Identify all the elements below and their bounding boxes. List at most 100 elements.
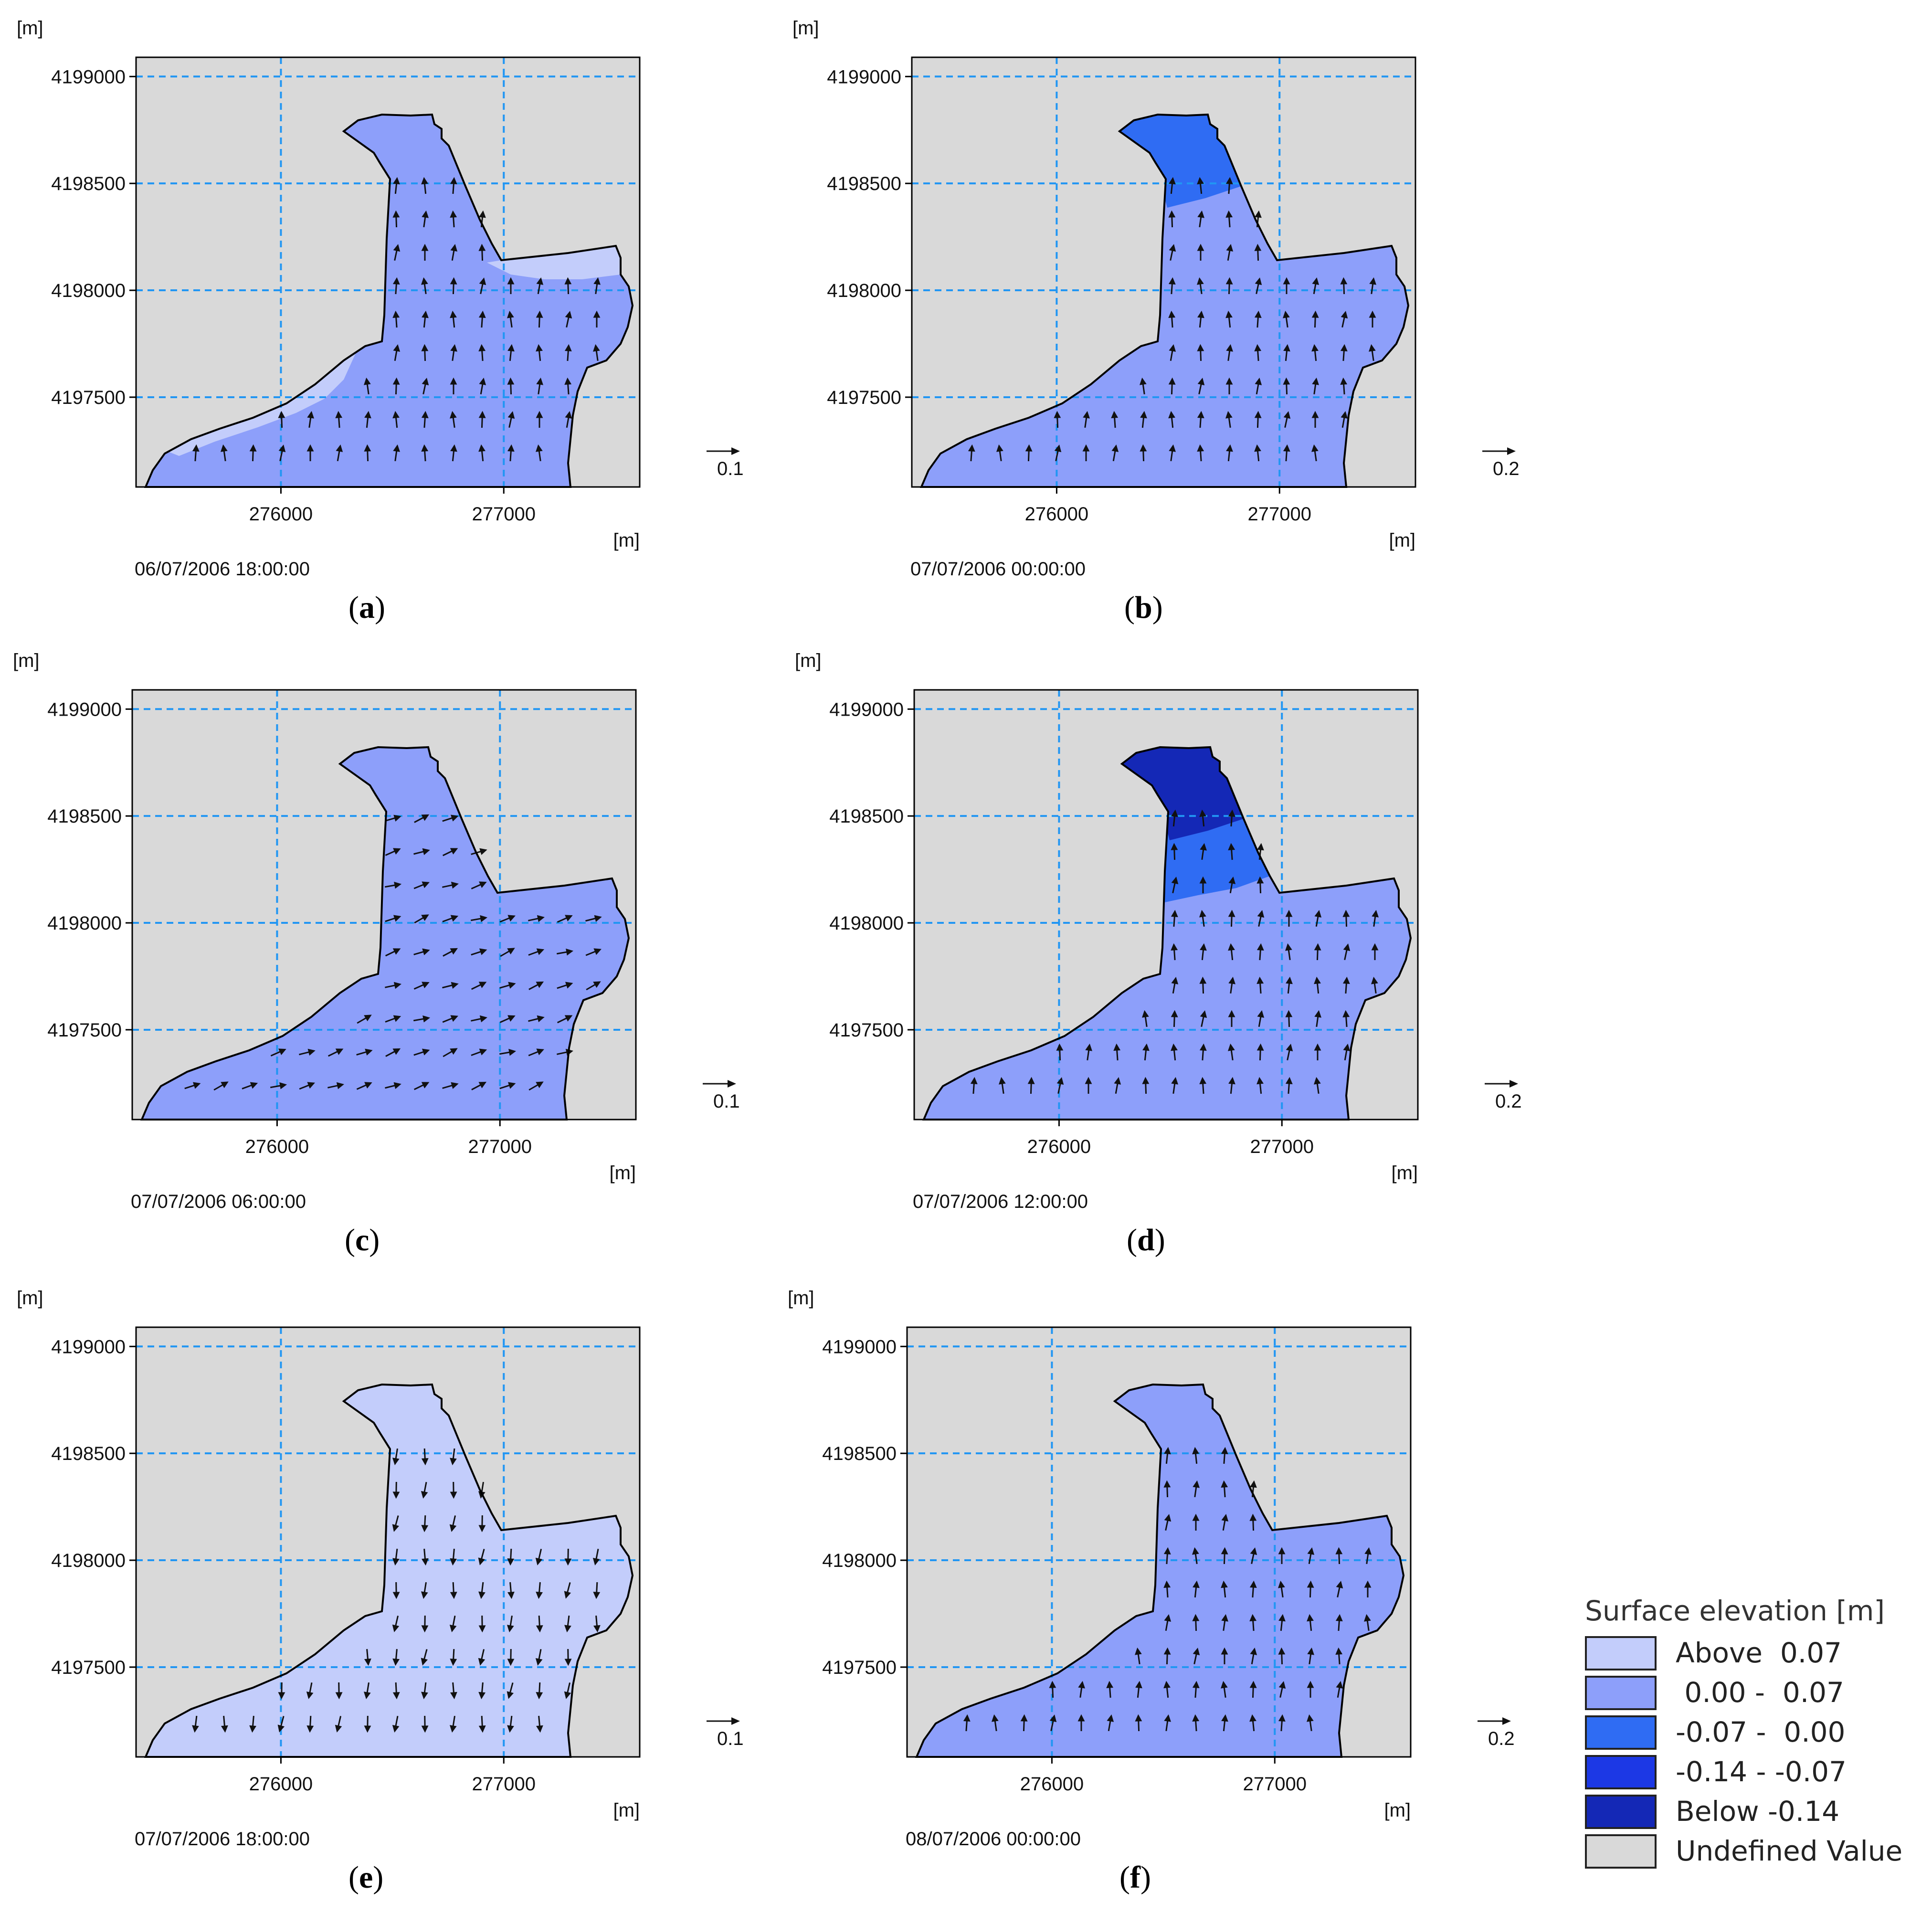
current-arrow-head [1221,1647,1228,1655]
legend-entry: -0.14 - -0.07 [1585,1753,1929,1792]
current-arrow-head [594,915,602,922]
current-arrow-head [450,1558,457,1566]
current-arrow-head [449,1524,457,1532]
timestamp: 07/07/2006 06:00:00 [131,1191,306,1212]
current-arrow-head [1278,1681,1286,1689]
plot-svg: 4199000 4198500 4198000 4197500 276000 277000… [17,18,744,551]
current-arrow-head [478,1658,486,1666]
chart-panel-e: 4199000 4198500 4198000 4197500 276000 277000… [10,1279,769,1910]
current-arrow-head [593,1625,601,1633]
current-arrow-head [1140,377,1147,385]
current-arrow-head [392,1592,400,1599]
current-arrow-head [221,444,228,452]
current-arrow-head [536,277,544,285]
current-arrow-head [365,1048,373,1056]
current-arrow-head [450,177,457,185]
current-arrow-head [1140,444,1147,452]
current-arrow-head [421,411,429,419]
y-tick-label: 4199000 [47,699,122,720]
current-vectors [970,809,1379,1094]
plot-svg: 4199000 4198500 4198000 4197500 276000 277000… [17,1288,744,1821]
current-arrow-head [279,1082,287,1089]
legend-swatch [1585,1715,1657,1750]
current-arrow-head [335,411,343,419]
current-arrow-head [1336,1681,1343,1689]
current-arrow-head [1314,1043,1321,1051]
current-arrow-head [392,1491,400,1499]
current-arrow-head [1135,1681,1142,1689]
y-tick-label: 4199000 [51,1336,126,1357]
current-arrow-head [1314,943,1321,951]
current-arrow-head [307,1048,316,1056]
current-arrow-head [1197,411,1204,419]
current-arrow-head [507,948,515,955]
y-axis-unit: [m] [17,1288,43,1309]
current-arrow-head [478,982,487,988]
current-arrow-head [564,377,572,385]
current-arrow-head [278,411,285,418]
y-axis-unit: [m] [17,18,43,39]
current-arrow-head [1197,243,1204,251]
current-arrow-head [393,915,401,922]
current-arrow-head [507,411,515,419]
legend-label: Below -0.14 [1676,1795,1840,1828]
plot-svg: 4199000 4198500 4198000 4197500 276000 277000… [13,650,740,1184]
current-arrow-head [1171,976,1179,984]
current-arrow-head [963,1714,971,1722]
current-arrow-head [1285,909,1293,917]
current-arrow-head [1228,943,1235,951]
current-arrow-head [1142,1010,1149,1018]
elevation-zone [487,246,621,279]
plot-svg: 4199000 4198500 4198000 4197500 276000 277000… [795,650,1522,1184]
shoreline-outline [915,1383,1405,1758]
current-arrow-head [480,915,488,922]
plot-frame [131,689,637,1121]
current-arrow-head [1343,1043,1351,1051]
current-arrow-head [1169,177,1176,185]
current-arrow-head [1221,1513,1229,1522]
current-arrow-head [1254,411,1262,418]
current-arrow-head [1106,1681,1114,1689]
current-arrow-head [450,848,458,855]
current-arrow-head [278,444,286,453]
current-arrow-head [1085,1043,1092,1051]
current-arrow-head [1278,1580,1285,1588]
current-arrow-head [449,1725,457,1733]
current-arrow-head [421,1525,429,1533]
current-arrow-head [1225,277,1233,285]
current-arrow-head [1221,1547,1228,1554]
current-arrow-head [1364,1547,1372,1555]
y-tick-label: 4198500 [827,173,901,194]
current-arrow-head [593,948,602,955]
scale-label: 0.1 [713,1091,740,1112]
current-arrow-head [393,177,400,185]
current-arrow-head [421,1591,428,1599]
current-arrow-head [564,344,572,352]
current-arrow-head [1228,843,1235,851]
y-tick-label: 4198000 [51,280,126,301]
shoreline-outline [922,746,1412,1121]
current-arrow-head [536,1692,543,1700]
current-arrow-head [1371,943,1379,951]
x-tick-label: 276000 [249,1774,313,1795]
current-arrow-head [1171,1077,1178,1085]
current-arrow-head [1255,210,1262,218]
current-arrow-head [392,948,401,955]
scale-label: 0.2 [1488,1728,1515,1749]
current-arrow-head [421,243,429,251]
legend-entries: Above 0.07 0.00 - 0.07 -0.07 - 0.00 -0.14 … [1585,1634,1929,1871]
current-arrow-head [450,1048,458,1055]
scale-label: 0.2 [1493,458,1520,479]
current-arrow-head [1171,909,1178,918]
chart-panel-b: 4199000 4198500 4198000 4197500 276000 277000… [785,10,1544,640]
current-arrow-head [1278,1614,1286,1622]
elevation-zone [1119,115,1241,208]
current-arrow-head [450,210,457,218]
water-domain [142,747,629,1120]
current-arrow-head [535,1658,543,1666]
current-arrow-head [450,310,457,318]
current-arrow-head [1226,444,1233,452]
x-tick-label: 277000 [472,504,536,525]
x-tick-label: 276000 [245,1136,309,1157]
plot-frame [911,56,1416,488]
